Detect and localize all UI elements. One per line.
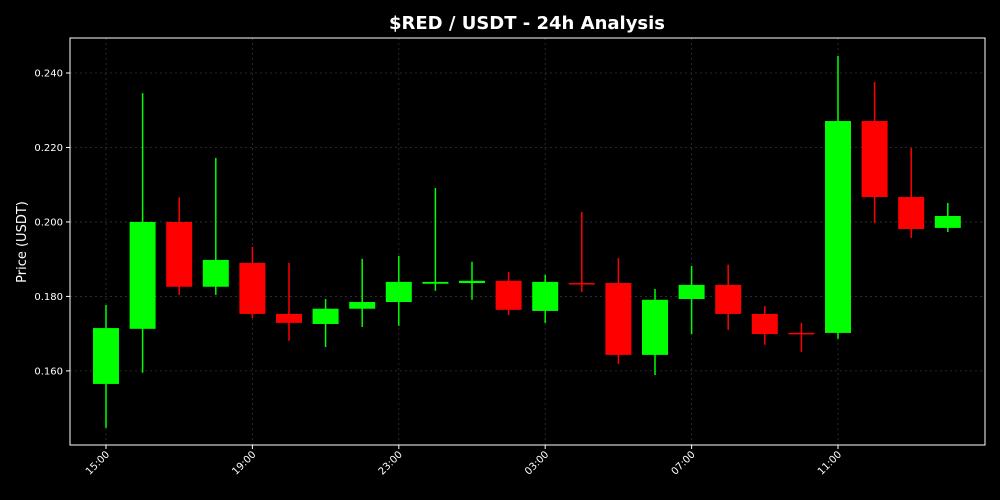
candle-body (385, 281, 412, 303)
y-tick-label: 0.240 (34, 69, 63, 80)
candle-body (715, 284, 742, 314)
candle-body (312, 308, 339, 324)
y-tick-label: 0.180 (34, 292, 63, 303)
chart-title: $RED / USDT - 24h Analysis (389, 13, 665, 34)
y-tick-label: 0.160 (34, 366, 63, 377)
candle-body (678, 284, 705, 300)
candle-body (202, 259, 229, 287)
candle-body (898, 197, 925, 230)
candle-body (93, 328, 119, 384)
candle-body (861, 121, 888, 198)
candle-body (422, 281, 449, 284)
candle-body (934, 215, 961, 228)
candle-body (129, 221, 156, 329)
y-axis-label: Price (USDT) (15, 201, 30, 283)
y-tick-label: 0.200 (34, 217, 63, 228)
candle-body (605, 283, 632, 355)
candle-body (276, 313, 302, 323)
candle-body (788, 332, 815, 335)
candle-body (495, 280, 522, 310)
candle-body (349, 302, 376, 309)
candle-body (642, 299, 668, 355)
candle-body (239, 262, 266, 314)
candle-body (568, 283, 595, 285)
candle-body (825, 121, 851, 333)
candle-body (166, 221, 193, 287)
candle-body (751, 313, 778, 335)
candle-body (532, 281, 559, 311)
plot-frame (69, 37, 986, 446)
candle-body (459, 280, 485, 284)
y-tick-label: 0.220 (34, 143, 63, 154)
